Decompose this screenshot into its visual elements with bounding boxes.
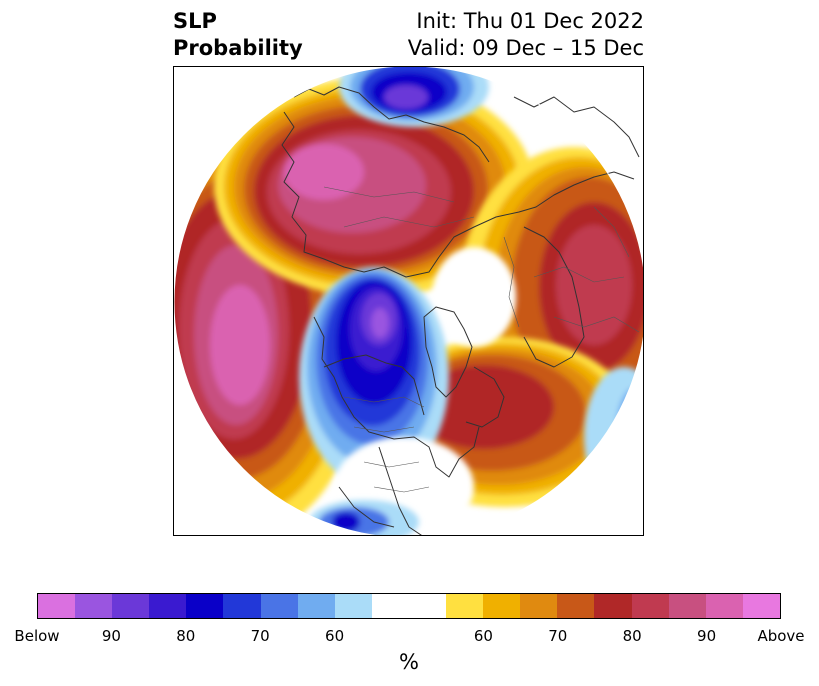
- colorbar-tick-label: 70: [250, 627, 270, 645]
- colorbar-unit-label: %: [399, 650, 419, 674]
- coastlines: [281, 86, 640, 535]
- title-product: Probability: [173, 36, 303, 60]
- colorbar-tick-label: 60: [325, 627, 345, 645]
- above-anomaly-arctic: [214, 77, 534, 297]
- valid-period: Valid: 09 Dec – 15 Dec: [407, 36, 644, 60]
- colorbar-swatch: [705, 594, 743, 618]
- political-borders: [323, 186, 640, 493]
- colorbar-swatch: [75, 594, 113, 618]
- colorbar-swatch: [149, 594, 187, 618]
- colorbar: [37, 593, 781, 619]
- colorbar-swatch: [38, 594, 76, 618]
- colorbar-swatch: [446, 594, 484, 618]
- colorbar-swatch: [186, 594, 224, 618]
- colorbar-tick-label: 60: [473, 627, 493, 645]
- colorbar-swatch: [223, 594, 261, 618]
- colorbar-tick-label: 70: [548, 627, 568, 645]
- colorbar-swatch: [483, 594, 521, 618]
- colorbar-swatch: [742, 594, 780, 618]
- colorbar-swatch: [408, 594, 447, 618]
- colorbar-tick-label: 90: [101, 627, 121, 645]
- colorbar-swatch: [297, 594, 335, 618]
- colorbar-swatch: [557, 594, 595, 618]
- map-title-left: SLP Probability: [173, 8, 303, 62]
- colorbar-swatch: [631, 594, 669, 618]
- probability-field: [174, 67, 643, 535]
- neutral-arctic: [432, 247, 516, 347]
- colorbar-tick-label: 90: [697, 627, 717, 645]
- below-anomaly-north-america: [299, 267, 449, 487]
- colorbar-swatch: [112, 594, 150, 618]
- init-date: Init: Thu 01 Dec 2022: [416, 9, 644, 33]
- colorbar-swatch: [594, 594, 632, 618]
- polar-map: [173, 66, 644, 536]
- colorbar-tick-label: Above: [757, 627, 805, 645]
- colorbar-tick-label: Below: [14, 627, 60, 645]
- map-canvas: [174, 67, 643, 535]
- colorbar-tick-label: 80: [622, 627, 642, 645]
- colorbar-swatch: [668, 594, 706, 618]
- colorbar-swatch: [371, 594, 409, 618]
- map-title-right: Init: Thu 01 Dec 2022 Valid: 09 Dec – 15…: [408, 8, 644, 62]
- colorbar-tick-label: 80: [176, 627, 196, 645]
- title-variable: SLP: [173, 9, 217, 33]
- colorbar-swatch: [260, 594, 298, 618]
- colorbar-swatch: [334, 594, 372, 618]
- colorbar-swatch: [520, 594, 558, 618]
- below-anomaly-kara-sea: [339, 67, 489, 127]
